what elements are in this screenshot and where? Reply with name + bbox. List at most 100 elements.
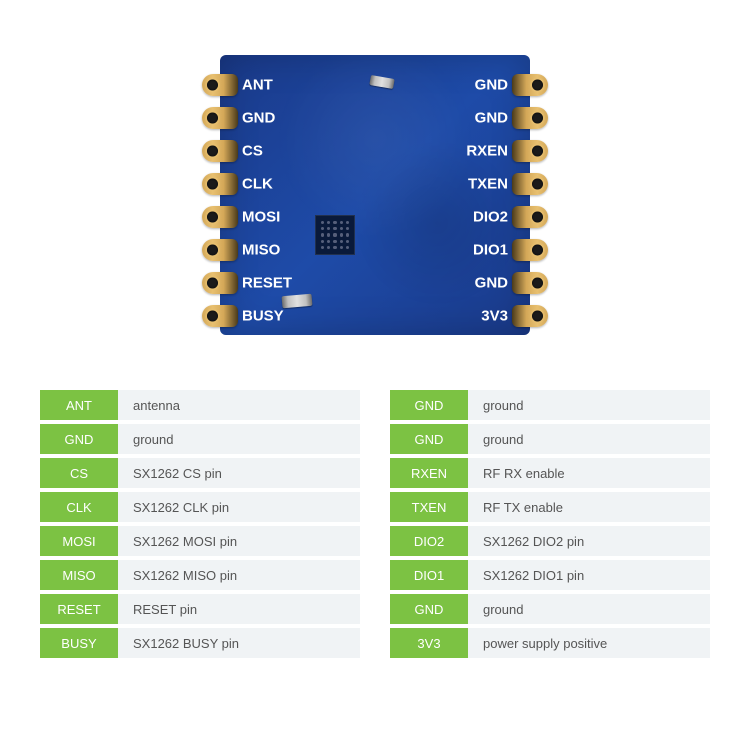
right-table: GNDgroundGNDgroundRXENRF RX enableTXENRF… [390, 390, 710, 658]
row-label: GND [390, 424, 468, 454]
left-pad-miso: MISO [202, 238, 238, 262]
pcb-board: ANTGNDCSCLKMOSIMISORESETBUSY GNDGNDRXENT… [220, 55, 530, 335]
pin-label: RESET [242, 275, 292, 292]
pad-metal [512, 206, 548, 228]
row-label: CLK [40, 492, 118, 522]
chip-dot [321, 246, 324, 249]
chip-dot [346, 221, 349, 224]
chip-dot [327, 240, 330, 243]
chip-dot [346, 233, 349, 236]
pad-hole [207, 245, 218, 256]
board-area: ANTGNDCSCLKMOSIMISORESETBUSY GNDGNDRXENT… [0, 0, 750, 390]
row-label: TXEN [390, 492, 468, 522]
row-desc: ground [118, 424, 360, 454]
right-pad-gnd: GND [512, 73, 548, 97]
pad-metal [512, 173, 548, 195]
row-desc: SX1262 CLK pin [118, 492, 360, 522]
pad-metal [202, 107, 238, 129]
pad-hole [532, 212, 543, 223]
chip-dot [327, 246, 330, 249]
pinout-row: DIO2SX1262 DIO2 pin [390, 526, 710, 556]
chip-dot [340, 227, 343, 230]
right-pad-gnd: GND [512, 271, 548, 295]
chip-dot [321, 233, 324, 236]
left-pad-mosi: MOSI [202, 205, 238, 229]
row-desc: ground [468, 390, 710, 420]
pad-metal [202, 173, 238, 195]
pin-label: BUSY [242, 308, 284, 325]
right-pad-rxen: RXEN [512, 139, 548, 163]
pinout-row: GNDground [390, 424, 710, 454]
pinout-row: GNDground [40, 424, 360, 454]
row-desc: antenna [118, 390, 360, 420]
pin-label: MOSI [242, 209, 280, 226]
chip-dot [346, 246, 349, 249]
right-pad-dio1: DIO1 [512, 238, 548, 262]
pinout-row: ANTantenna [40, 390, 360, 420]
chip-dot [333, 240, 336, 243]
smd-component [369, 75, 394, 89]
row-desc: SX1262 DIO1 pin [468, 560, 710, 590]
pin-label: MISO [242, 242, 280, 259]
pad-metal [512, 272, 548, 294]
pad-hole [532, 311, 543, 322]
chip-dot [346, 227, 349, 230]
right-pad-gnd: GND [512, 106, 548, 130]
pad-hole [207, 146, 218, 157]
row-desc: power supply positive [468, 628, 710, 658]
row-desc: RF TX enable [468, 492, 710, 522]
pad-metal [512, 107, 548, 129]
chip-dots [316, 216, 354, 254]
left-pad-ant: ANT [202, 73, 238, 97]
pinout-row: MISOSX1262 MISO pin [40, 560, 360, 590]
pad-hole [532, 113, 543, 124]
left-pads-column: ANTGNDCSCLKMOSIMISORESETBUSY [202, 73, 238, 328]
pad-metal [202, 74, 238, 96]
row-label: CS [40, 458, 118, 488]
row-label: DIO2 [390, 526, 468, 556]
pin-label: GND [475, 77, 508, 94]
left-pad-gnd: GND [202, 106, 238, 130]
chip-dot [340, 233, 343, 236]
right-pad-dio2: DIO2 [512, 205, 548, 229]
pin-label: DIO2 [473, 209, 508, 226]
row-label: MOSI [40, 526, 118, 556]
pin-label: CS [242, 143, 263, 160]
chip-dot [333, 227, 336, 230]
pad-hole [207, 212, 218, 223]
chip-dot [340, 240, 343, 243]
right-pad-3v3: 3V3 [512, 304, 548, 328]
pinout-row: CLKSX1262 CLK pin [40, 492, 360, 522]
pinout-row: 3V3power supply positive [390, 628, 710, 658]
pad-metal [512, 140, 548, 162]
pad-hole [532, 179, 543, 190]
pinout-row: RESETRESET pin [40, 594, 360, 624]
pad-hole [532, 80, 543, 91]
pad-hole [532, 278, 543, 289]
pad-metal [202, 206, 238, 228]
pad-metal [202, 239, 238, 261]
pad-hole [207, 179, 218, 190]
chip-dot [333, 246, 336, 249]
pad-metal [512, 74, 548, 96]
pinout-row: BUSYSX1262 BUSY pin [40, 628, 360, 658]
pin-label: CLK [242, 176, 273, 193]
pin-label: RXEN [466, 143, 508, 160]
row-desc: RF RX enable [468, 458, 710, 488]
chip-dot [333, 221, 336, 224]
pin-label: 3V3 [481, 308, 508, 325]
chip-dot [340, 246, 343, 249]
chip-dot [321, 227, 324, 230]
row-label: 3V3 [390, 628, 468, 658]
row-label: GND [390, 594, 468, 624]
row-label: GND [390, 390, 468, 420]
pad-metal [512, 305, 548, 327]
pin-label: GND [475, 110, 508, 127]
row-desc: ground [468, 424, 710, 454]
row-label: DIO1 [390, 560, 468, 590]
chip-footprint [315, 215, 355, 255]
chip-dot [327, 233, 330, 236]
row-desc: RESET pin [118, 594, 360, 624]
left-pad-reset: RESET [202, 271, 238, 295]
row-label: RXEN [390, 458, 468, 488]
